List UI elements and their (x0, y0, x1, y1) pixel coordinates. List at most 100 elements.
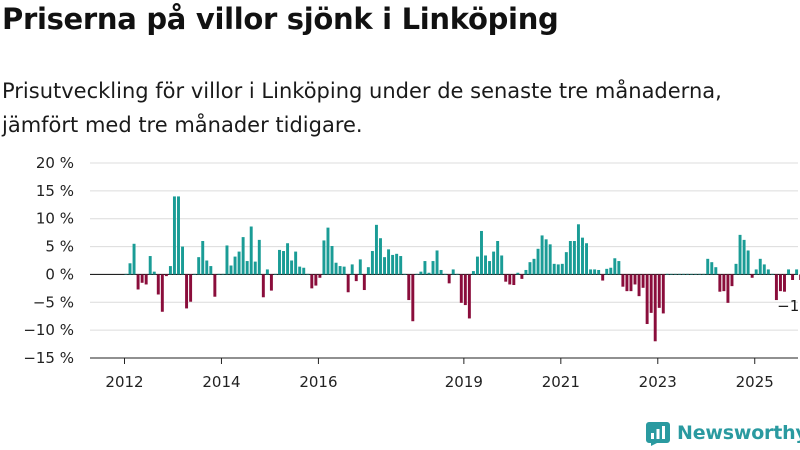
bar (649, 274, 653, 313)
x-tick-label: 2021 (542, 373, 580, 390)
bar (278, 249, 281, 275)
bar (726, 274, 730, 303)
bar-chart: −15 %−10 %−5 %0 %5 %10 %15 %20 % 2012 201… (23, 154, 800, 390)
bar (411, 274, 415, 322)
bar (629, 274, 633, 292)
y-tick-label: 15 % (36, 182, 74, 200)
bar (387, 249, 391, 275)
bar (758, 258, 762, 275)
y-tick-label: 0 % (45, 265, 74, 283)
bar (334, 262, 338, 275)
bar (391, 254, 395, 275)
bar (156, 274, 160, 295)
bar (492, 251, 496, 275)
bar (516, 272, 520, 275)
bar (338, 266, 342, 275)
bar (164, 274, 168, 277)
newsworthy-logo-icon (646, 422, 670, 446)
bar (613, 258, 617, 275)
bar (314, 274, 318, 286)
bar (144, 274, 148, 285)
bar (625, 274, 629, 292)
bar (576, 224, 580, 275)
grid-layer (90, 162, 798, 359)
bar (318, 274, 322, 278)
chart-title: Priserna på villor sjönk i Linköping (2, 2, 559, 36)
bar (132, 243, 136, 275)
bar (342, 266, 346, 275)
bar (597, 269, 601, 275)
x-tick-label: 2019 (445, 373, 483, 390)
bar (269, 274, 273, 291)
bar (686, 273, 689, 275)
bar (253, 261, 257, 275)
bar (358, 259, 362, 275)
bar (181, 246, 184, 275)
bar (617, 261, 621, 275)
bar (431, 261, 435, 275)
bar (524, 269, 528, 275)
bar (241, 237, 245, 275)
bar (496, 241, 500, 275)
y-axis: −15 % −10 % −5 % 0 % 5 % 10 % 15 % 20 % (23, 154, 74, 367)
bar (423, 261, 427, 275)
bar (306, 273, 310, 275)
bar (168, 266, 172, 275)
bar (447, 274, 451, 284)
bar (383, 257, 386, 275)
bar (512, 274, 516, 286)
bar (730, 274, 734, 287)
bar (229, 265, 233, 275)
bar (354, 274, 358, 282)
bar (282, 251, 285, 275)
bar (560, 263, 564, 275)
bar (346, 274, 350, 293)
bar (722, 274, 726, 292)
bar (702, 273, 706, 275)
bar (572, 241, 576, 275)
bar (265, 269, 269, 275)
last-value-annotation: −1 % (777, 297, 800, 315)
bar (395, 253, 399, 275)
bar (257, 239, 261, 275)
bar (310, 274, 314, 289)
bar (298, 266, 302, 275)
bar (593, 269, 597, 275)
bar (774, 274, 778, 301)
x-tick-label: 2016 (299, 373, 337, 390)
bar (783, 274, 786, 292)
bar (201, 241, 205, 275)
bar (738, 234, 742, 275)
bar (467, 274, 471, 319)
bar (633, 274, 637, 285)
bar (480, 230, 483, 275)
bar (677, 273, 681, 275)
chart-subtitle: Prisutveckling för villor i Linköping un… (2, 79, 722, 137)
bar (399, 256, 403, 275)
bar (548, 244, 552, 275)
bar (508, 274, 512, 285)
bar (273, 273, 277, 275)
bar (221, 273, 225, 275)
bar (136, 274, 140, 290)
y-tick-label: −15 % (23, 349, 74, 367)
x-tick-label: 2023 (639, 373, 677, 390)
bar (217, 273, 221, 275)
bar (233, 256, 237, 275)
bar (419, 271, 423, 275)
bar (185, 274, 189, 309)
bar (366, 267, 370, 275)
bar (787, 269, 790, 275)
bar (621, 274, 625, 287)
bar (484, 255, 487, 275)
bar (245, 261, 249, 275)
bar (128, 263, 132, 275)
bar (770, 273, 774, 275)
bar (330, 246, 334, 275)
bar (435, 250, 439, 275)
bar (778, 274, 782, 292)
bar (609, 267, 613, 275)
bar (471, 271, 475, 275)
bar (540, 235, 544, 275)
bar (302, 267, 306, 275)
